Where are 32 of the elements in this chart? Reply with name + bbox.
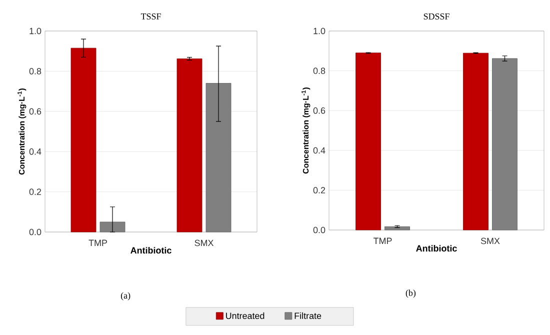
y-tick-label: 0.2 — [313, 187, 326, 194]
y-tick-label: 0.6 — [313, 107, 326, 114]
x-axis-title: Antibiotic — [130, 246, 172, 254]
bar — [492, 58, 518, 230]
y-tick-label: 0.6 — [29, 108, 42, 115]
bar — [176, 58, 202, 232]
y-tick-label: 0.0 — [313, 226, 326, 234]
y-tick-label: 1.0 — [30, 28, 42, 34]
bar — [100, 222, 126, 232]
y-tick-label: 0.4 — [313, 147, 326, 154]
bar — [463, 52, 488, 230]
legend-label: Filtrate — [294, 312, 322, 320]
x-tick-label: SMX — [194, 240, 214, 246]
bar — [384, 226, 410, 230]
bar — [206, 83, 232, 232]
y-tick-label: 0.8 — [313, 68, 326, 74]
x-axis-title: Antibiotic — [416, 244, 457, 252]
legend-label: Untreated — [226, 312, 264, 320]
text: (a) — [120, 292, 130, 300]
chart-title: TSSF — [140, 13, 161, 20]
y-tick-label: 0.2 — [29, 188, 42, 195]
y-tick-label: 1.0 — [314, 28, 326, 34]
x-tick-label: SMX — [480, 238, 500, 244]
y-tick-label: 0.4 — [29, 148, 42, 155]
x-tick-label: TMP — [88, 240, 108, 246]
chart-title: SDSSF — [424, 13, 450, 20]
y-tick-label: 0.0 — [29, 228, 42, 236]
y-tick-label: 0.8 — [29, 68, 42, 74]
text: (b) — [406, 290, 416, 298]
x-tick-label: TMP — [374, 238, 392, 244]
bar — [70, 48, 96, 232]
bar — [356, 52, 381, 230]
